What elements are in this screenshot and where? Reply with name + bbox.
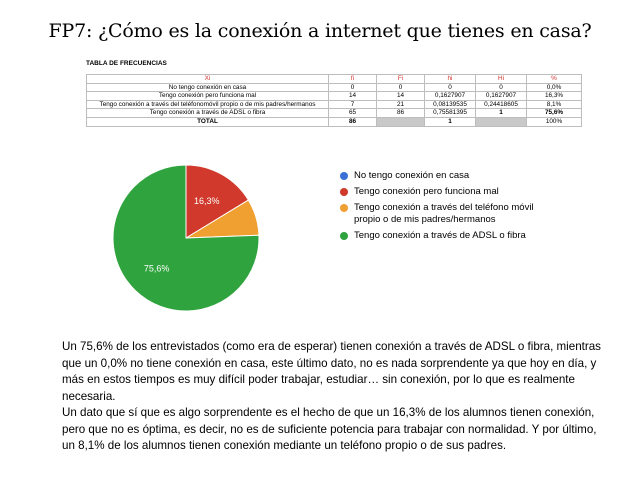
table-cell: Tengo conexión pero funciona mal <box>86 91 329 101</box>
table-row: Tengo conexión pero funciona mal 14 14 0… <box>86 91 582 101</box>
paragraph-1: Un 75,6% de los entrevistados (como era … <box>62 340 601 403</box>
legend-swatch <box>340 232 348 240</box>
table-row: No tengo conexión en casa 0 0 0 0 0,0% <box>86 82 582 93</box>
table-row: Tengo conexión a través del teléfonomóvi… <box>86 99 582 110</box>
total-empty-cell <box>475 116 527 127</box>
table-cell: 14 <box>376 91 425 101</box>
table-cell: 86 <box>376 108 425 118</box>
table-cell: 21 <box>376 99 425 110</box>
total-label: TOTAL <box>86 116 329 127</box>
legend-entry: Tengo conexión a través de ADSL o fibra <box>340 230 534 242</box>
legend-swatch <box>340 188 348 196</box>
table-cell: 0 <box>475 82 527 93</box>
legend-entry: Tengo conexión pero funciona mal <box>340 186 534 198</box>
table-cell: 0 <box>328 82 377 93</box>
header-fi: fi <box>328 74 377 84</box>
table-cell: 8,1% <box>526 99 582 110</box>
legend-label: No tengo conexión en casa <box>354 170 470 181</box>
legend-entry: No tengo conexión en casa <box>340 170 534 182</box>
legend-entry: Tengo conexión a través del teléfono móv… <box>340 202 534 226</box>
pie-data-label: 75,6% <box>144 263 170 273</box>
table-cell: 14 <box>328 91 377 101</box>
table-cell: 7 <box>328 99 377 110</box>
table-cell: 0 <box>424 82 476 93</box>
page-title: FP7: ¿Cómo es la conexión a internet que… <box>48 20 592 42</box>
header-xi: Xi <box>86 74 329 84</box>
pie-chart: 16,3% 75,6% <box>112 164 260 312</box>
total-hi: 1 <box>424 116 476 127</box>
legend-swatch <box>340 172 348 180</box>
table-cell: 1 <box>475 108 527 118</box>
legend-label: Tengo conexión a través de ADSL o fibra <box>354 230 526 241</box>
table-cell: 0,24418605 <box>475 99 527 110</box>
legend-swatch <box>340 204 348 212</box>
table-cell: Tengo conexión a través de ADSL o fibra <box>86 108 329 118</box>
total-empty-cell <box>376 116 425 127</box>
table-cell: 75,6% <box>526 108 582 118</box>
total-fi: 86 <box>328 116 377 127</box>
table-cell: 65 <box>328 108 377 118</box>
legend-label: Tengo conexión pero funciona mal <box>354 186 499 197</box>
frequency-table: Xi fi Fi hi Hi % No tengo conexión en ca… <box>86 74 582 127</box>
header-hi: hi <box>424 74 476 84</box>
table-header-row: Xi fi Fi hi Hi % <box>86 74 582 84</box>
table-cell: 0,1627907 <box>424 91 476 101</box>
table-cell: Tengo conexión a través del teléfonomóvi… <box>86 99 329 110</box>
header-Hi-cumulative: Hi <box>475 74 527 84</box>
pie-data-label: 16,3% <box>194 196 220 206</box>
table-cell: 0,08139535 <box>424 99 476 110</box>
table-cell: 0 <box>376 82 425 93</box>
table-caption: TABLA DE FRECUENCIAS <box>86 60 167 67</box>
pie-slice <box>185 164 250 239</box>
table-cell: No tengo conexión en casa <box>86 82 329 93</box>
header-Fi-cumulative: Fi <box>376 74 425 84</box>
header-percent: % <box>526 74 582 84</box>
table-total-row: TOTAL 86 1 100% <box>86 116 582 127</box>
table-cell: 16,3% <box>526 91 582 101</box>
table-cell: 0,0% <box>526 82 582 93</box>
table-cell: 0,75581395 <box>424 108 476 118</box>
table-cell: 0,1627907 <box>475 91 527 101</box>
total-percent: 100% <box>526 116 582 127</box>
paragraph-2: Un dato que sí que es algo sorprendente … <box>62 406 597 452</box>
chart-legend: No tengo conexión en casa Tengo conexión … <box>340 170 534 246</box>
pie-slice <box>112 164 260 312</box>
table-row: Tengo conexión a través de ADSL o fibra … <box>86 108 582 118</box>
legend-label: Tengo conexión a través del teléfono móv… <box>354 202 534 225</box>
